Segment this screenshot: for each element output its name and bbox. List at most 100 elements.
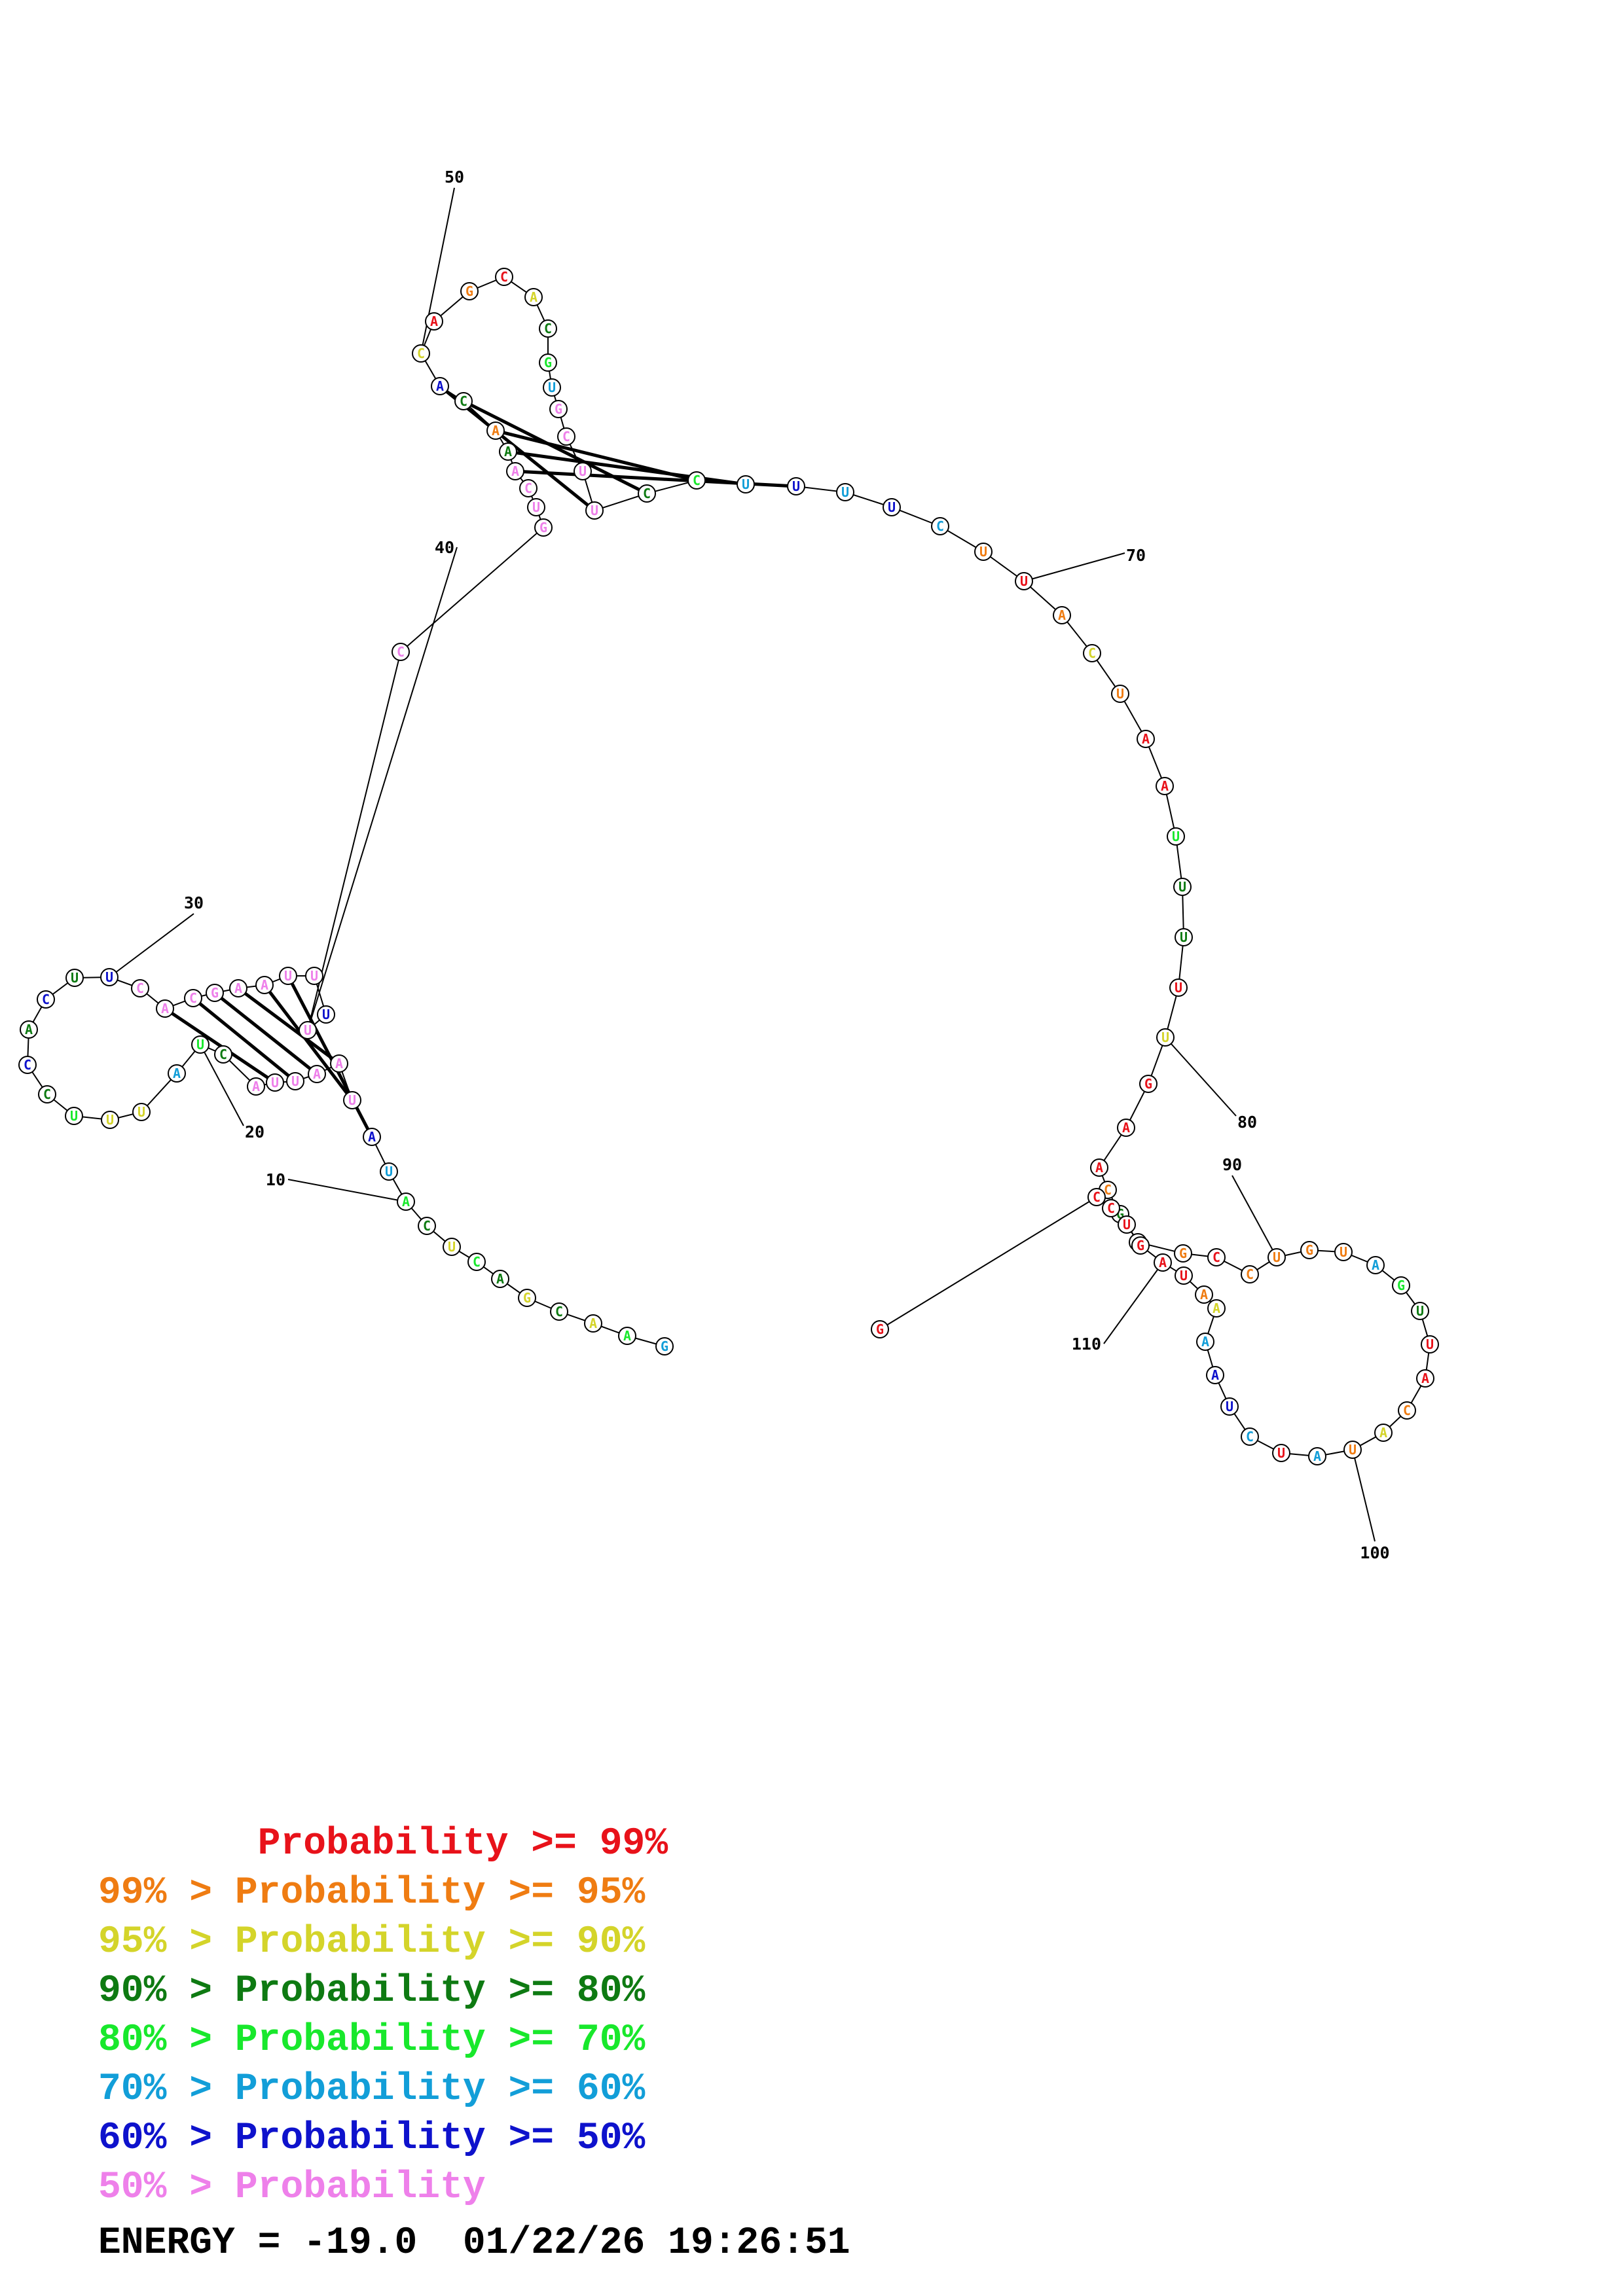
- nucleotide-letter: C: [423, 1218, 431, 1234]
- nucleotide-letter: A: [492, 423, 500, 439]
- nucleotide-105: A: [1206, 1366, 1224, 1384]
- nucleotide-letter: G: [1179, 1246, 1187, 1261]
- nucleotide-circle: [1083, 644, 1101, 662]
- nucleotide-circle: [491, 1270, 509, 1288]
- nucleotide-83: A: [1090, 1158, 1108, 1177]
- nucleotide-circle: [1137, 730, 1155, 748]
- position-label-100: 100: [1360, 1543, 1389, 1562]
- nucleotide-34: G: [206, 984, 224, 1002]
- nucleotide-circle: [584, 1314, 602, 1333]
- nucleotide-93: A: [1366, 1256, 1385, 1274]
- nucleotide-circle: [931, 517, 949, 535]
- nucleotide-circle: [1220, 1397, 1239, 1416]
- nucleotide-69: U: [974, 543, 993, 561]
- legend-row-2: 95% > Probability >= 90%: [98, 1921, 646, 1964]
- nucleotide-67: U: [883, 498, 901, 516]
- nucleotide-4: C: [550, 1302, 568, 1321]
- nucleotide-letter: C: [1093, 1189, 1101, 1205]
- nucleotide-circle: [1343, 1441, 1362, 1459]
- nucleotide-circle: [550, 1302, 568, 1321]
- position-label-10: 10: [266, 1170, 285, 1189]
- nucleotide-circle: [467, 1253, 486, 1271]
- nucleotide-letter: G: [1137, 1238, 1144, 1253]
- nucleotide-letter: C: [1104, 1182, 1112, 1198]
- nucleotide-1: G: [655, 1337, 674, 1355]
- nucleotide-circle: [418, 1217, 436, 1235]
- nucleotide-3: A: [584, 1314, 602, 1333]
- nucleotide-letter: U: [71, 970, 79, 986]
- nucleotide-circle: [1118, 1215, 1136, 1234]
- nucleotide-letter: A: [368, 1129, 376, 1145]
- nucleotide-letter: U: [348, 1092, 356, 1108]
- nucleotide-letter: U: [385, 1164, 393, 1179]
- nucleotide-letter: C: [473, 1254, 481, 1270]
- nucleotide-55: C: [539, 319, 557, 338]
- nucleotide-70: U: [1015, 572, 1033, 590]
- nucleotide-circle: [255, 976, 274, 994]
- nucleotide-circle: [100, 968, 119, 986]
- nucleotide-letter: A: [496, 1271, 504, 1287]
- nucleotide-letter: U: [1178, 879, 1186, 895]
- nucleotide-letter: C: [555, 1304, 563, 1319]
- nucleotide-87: G: [1174, 1244, 1192, 1263]
- nucleotide-circle: [1300, 1241, 1319, 1259]
- nucleotide-107: A: [1207, 1299, 1226, 1318]
- base-pair-bond: [507, 450, 746, 486]
- nucleotide-circle: [443, 1238, 461, 1256]
- nucleotide-111: G: [1131, 1236, 1150, 1255]
- nucleotide-43: U: [527, 498, 545, 516]
- nucleotide-circle: [412, 344, 430, 363]
- nucleotide-25: C: [38, 1085, 56, 1103]
- nucleotide-letter: G: [465, 283, 473, 299]
- nucleotide-circle: [184, 989, 202, 1007]
- nucleotide-6: A: [491, 1270, 509, 1288]
- nucleotide-circle: [1196, 1333, 1214, 1351]
- nucleotide-letter: U: [1172, 829, 1180, 844]
- nucleotide-21: A: [168, 1064, 186, 1083]
- nucleotide-circle: [206, 984, 224, 1002]
- nucleotide-53: C: [495, 268, 513, 286]
- nucleotide-56: G: [539, 353, 557, 372]
- nucleotide-38: U: [305, 967, 323, 985]
- nucleotide-letter: U: [591, 503, 598, 518]
- nucleotide-75: A: [1156, 777, 1174, 795]
- position-ticks: 10 20 30 40 50 70 80 90 100 110: [109, 168, 1390, 1562]
- nucleotide-circle: [1154, 1253, 1172, 1272]
- nucleotide-circle: [574, 462, 592, 480]
- nucleotide-65: U: [787, 477, 805, 495]
- nucleotide-76: U: [1167, 827, 1185, 846]
- nucleotide-circle: [1015, 572, 1033, 590]
- nucleotide-circle: [1173, 878, 1192, 896]
- nucleotide-circle: [787, 477, 805, 495]
- nucleotide-letter: C: [562, 429, 570, 444]
- nucleotide-82: A: [1117, 1119, 1135, 1137]
- nucleotide-27: A: [20, 1020, 38, 1039]
- nucleotide-letter: U: [106, 1112, 114, 1128]
- nucleotide-74: A: [1137, 730, 1155, 748]
- nucleotide-circle: [18, 1056, 37, 1074]
- base-pair-bond: [192, 997, 297, 1083]
- nucleotide-letter: G: [523, 1290, 531, 1306]
- nucleotide-letter: C: [544, 321, 552, 336]
- nucleotide-29: U: [65, 969, 84, 987]
- nucleotide-circle: [266, 1073, 284, 1092]
- nucleotide-5: G: [518, 1289, 536, 1307]
- nucleotide-44: C: [519, 479, 538, 497]
- nucleotide-circle: [539, 319, 557, 338]
- nucleotide-circle: [1167, 827, 1185, 846]
- nucleotide-letter: C: [136, 980, 144, 996]
- nucleotide-letter: A: [173, 1066, 181, 1081]
- nucleotide-50: C: [412, 344, 430, 363]
- nucleotide-99: A: [1374, 1424, 1393, 1442]
- nucleotide-letter: A: [589, 1316, 597, 1331]
- nucleotide-letter: C: [189, 990, 197, 1006]
- nucleotide-10: A: [397, 1193, 415, 1211]
- nucleotide-letter: U: [196, 1037, 204, 1052]
- backbone-polyline: [26, 276, 1431, 1458]
- position-label-80: 80: [1237, 1113, 1257, 1132]
- nucleotide-circle: [397, 1193, 415, 1211]
- nucleotide-106: A: [1196, 1333, 1214, 1351]
- nucleotide-circle: [1156, 777, 1174, 795]
- nucleotide-103: C: [1241, 1427, 1259, 1446]
- nucleotide-letter: U: [448, 1239, 456, 1255]
